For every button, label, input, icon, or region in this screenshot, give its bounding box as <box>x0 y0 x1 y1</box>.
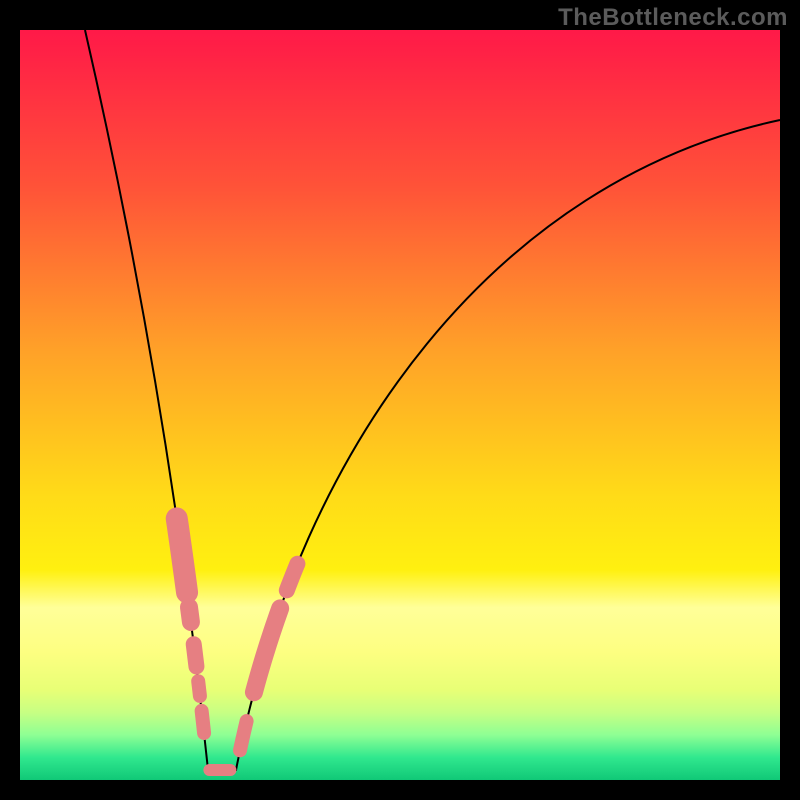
marker-band-1 <box>189 607 191 622</box>
marker-band-4 <box>202 711 204 733</box>
marker-band-3 <box>198 681 200 696</box>
marker-band-0 <box>177 518 187 592</box>
watermark-text: TheBottleneck.com <box>558 4 788 32</box>
marker-band-2 <box>194 644 197 666</box>
marker-band-8 <box>287 564 298 591</box>
chart-svg <box>0 0 800 800</box>
chart-container: TheBottleneck.com <box>0 0 800 800</box>
marker-band-6 <box>240 721 247 750</box>
gradient-background <box>20 30 780 780</box>
